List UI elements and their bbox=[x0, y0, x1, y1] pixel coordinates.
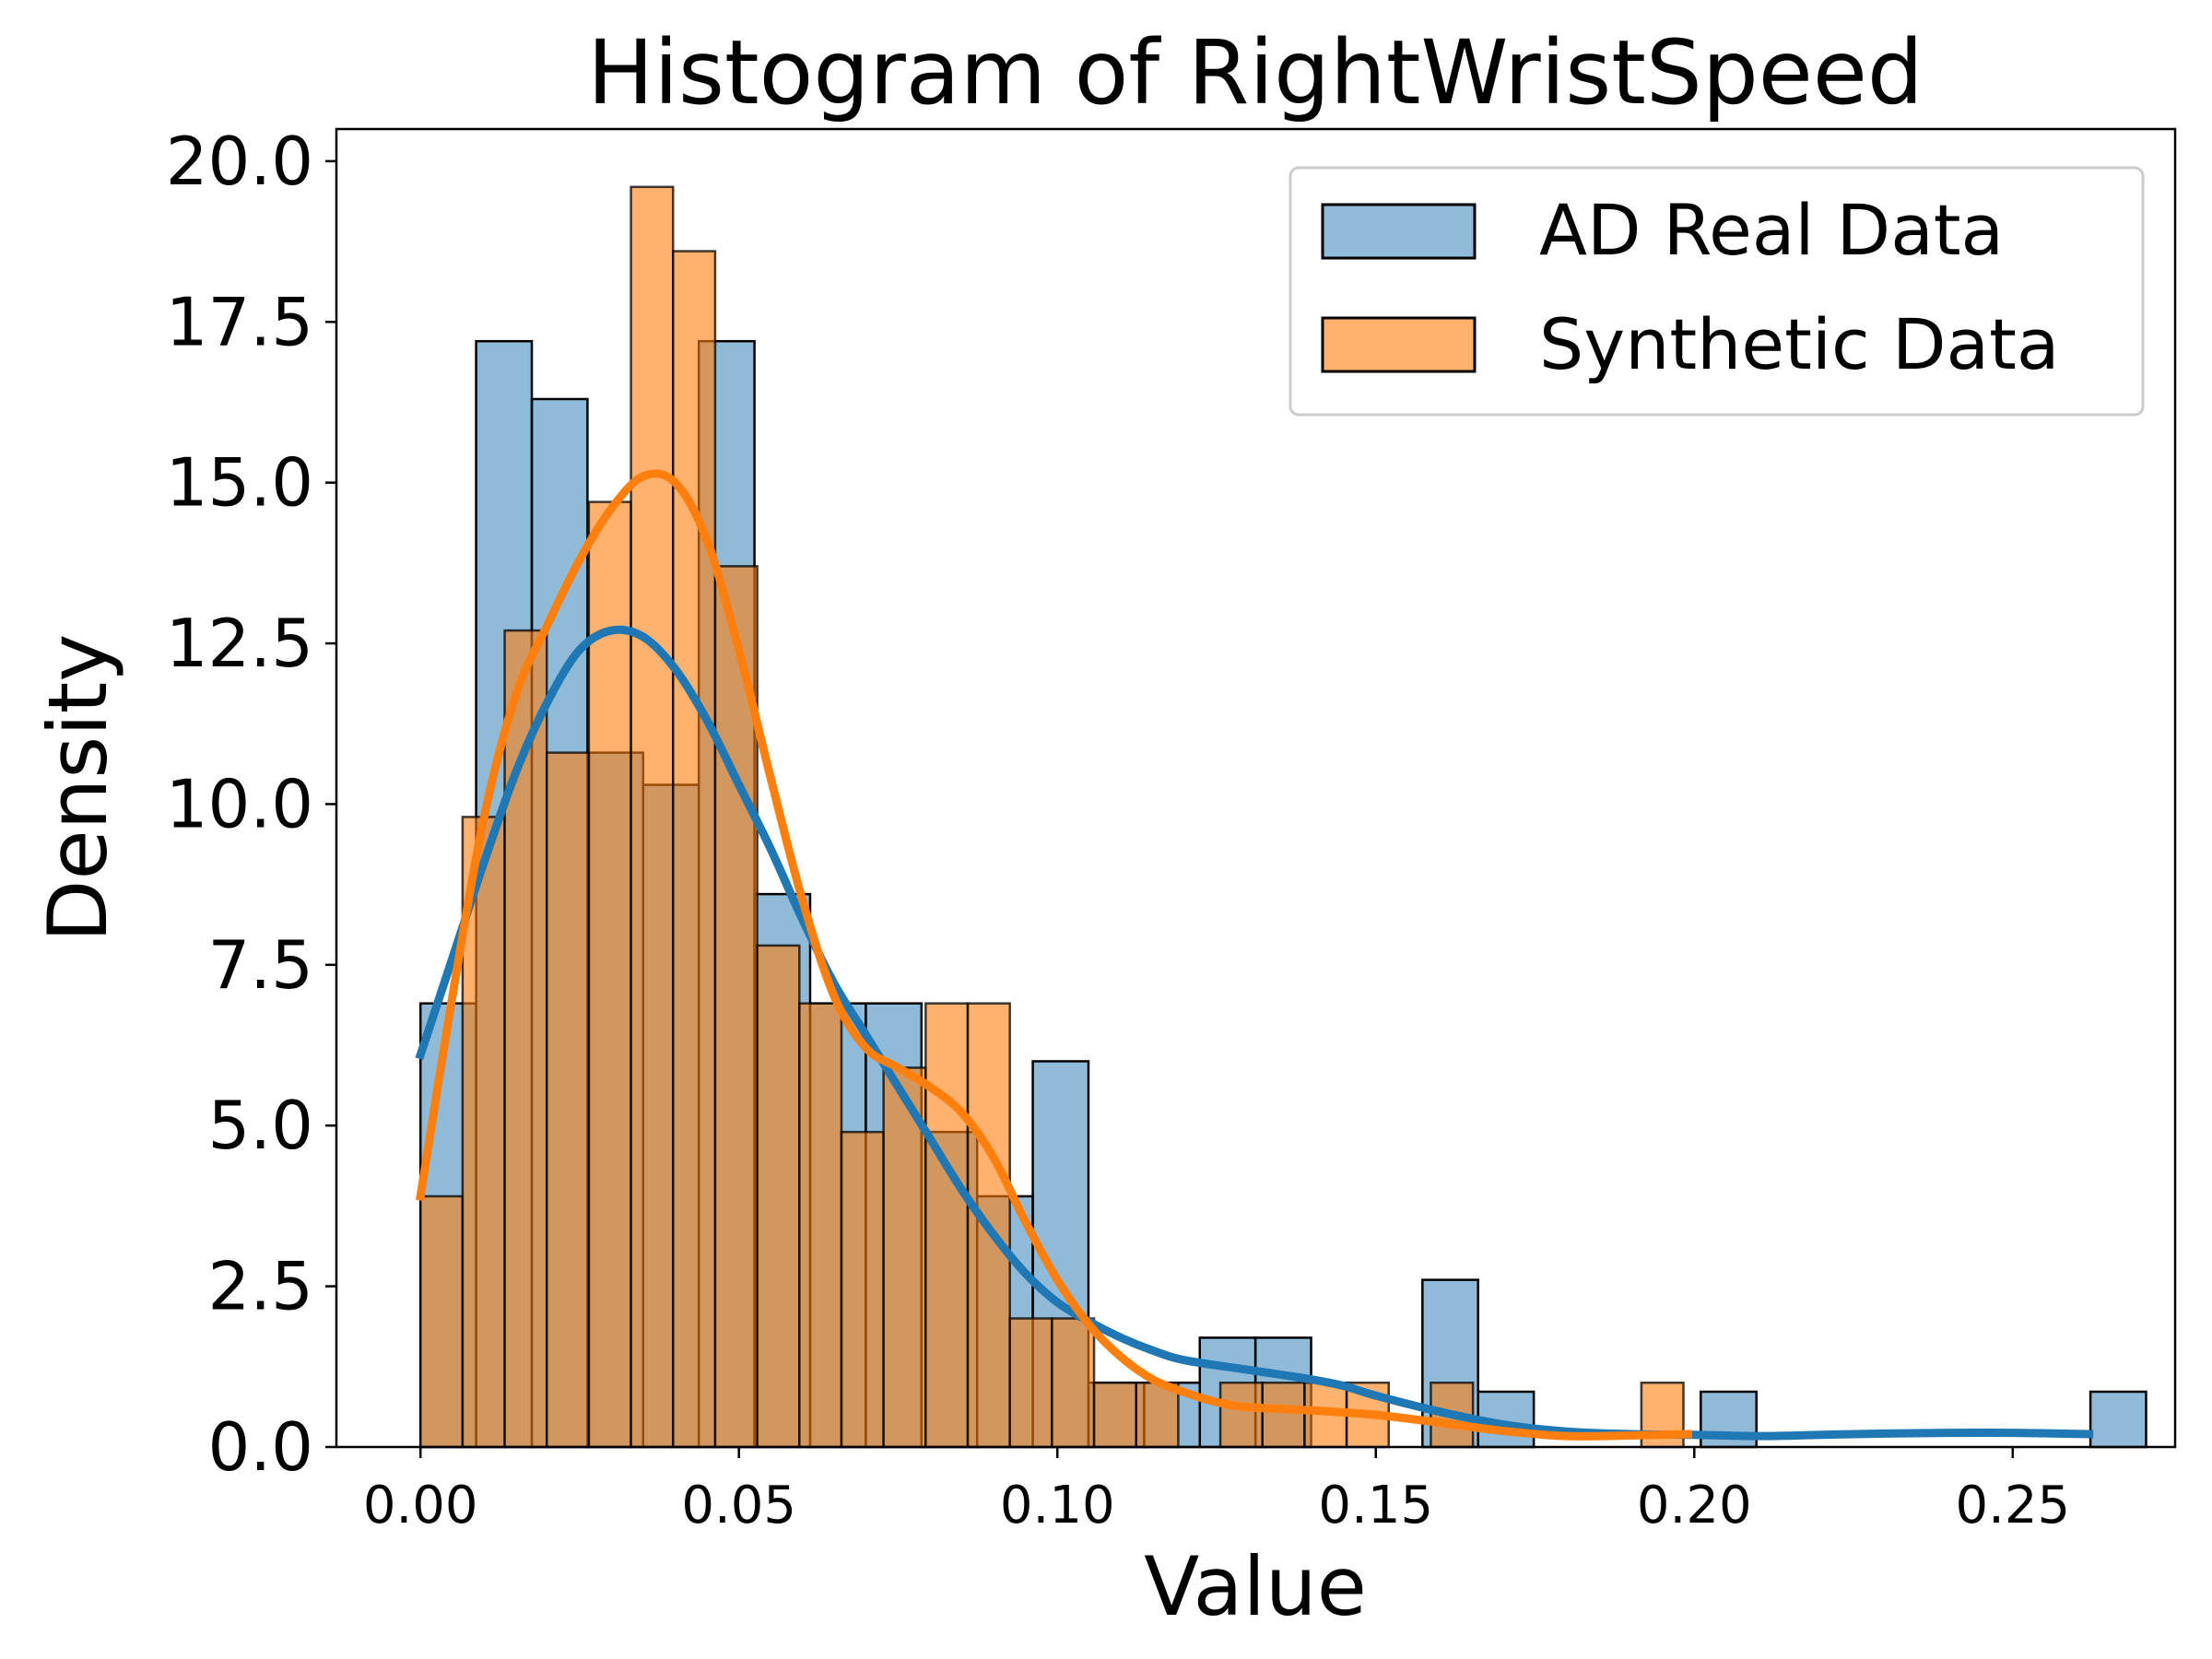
bar-synthetic bbox=[418, 1194, 465, 1449]
bar-synthetic bbox=[629, 185, 675, 1449]
bar-synthetic bbox=[966, 1002, 1011, 1449]
y-axis: 0.0 2.5 5.0 7.5 10.0 12.5 15.0 17.5 20.0 bbox=[166, 123, 336, 1486]
bar-synthetic bbox=[587, 500, 632, 1449]
y-tick-label: 12.5 bbox=[166, 605, 313, 682]
y-tick-label: 17.5 bbox=[166, 283, 313, 360]
bar-synthetic bbox=[1135, 1381, 1180, 1449]
bar-synthetic bbox=[1092, 1381, 1137, 1449]
y-tick-label: 20.0 bbox=[166, 123, 313, 200]
legend-swatch-synthetic bbox=[1321, 316, 1477, 373]
bar-synthetic bbox=[840, 1130, 885, 1449]
kde-line-synthetic bbox=[416, 469, 1692, 1441]
bar-synthetic bbox=[1008, 1317, 1053, 1449]
x-tick-label: 0.25 bbox=[1955, 1476, 2070, 1535]
bar-real bbox=[2088, 1390, 2147, 1449]
legend: AD Real Data Synthetic Data bbox=[1288, 166, 2145, 417]
legend-label-synthetic: Synthetic Data bbox=[1539, 303, 2059, 385]
y-tick-label: 7.5 bbox=[207, 926, 313, 1004]
x-tick-label: 0.10 bbox=[1000, 1476, 1115, 1535]
y-axis-label: Density bbox=[30, 634, 125, 943]
bar-synthetic bbox=[924, 1002, 970, 1449]
bar-synthetic bbox=[1051, 1317, 1096, 1449]
y-tick-label: 5.0 bbox=[207, 1087, 313, 1164]
y-tick-label: 0.0 bbox=[207, 1408, 313, 1486]
bar-synthetic bbox=[1261, 1381, 1306, 1449]
chart-title: Histogram of RightWristSpeed bbox=[587, 21, 1924, 124]
x-tick-label: 0.15 bbox=[1318, 1476, 1433, 1535]
plot-frame bbox=[335, 127, 2177, 1449]
bar-synthetic bbox=[545, 751, 591, 1449]
bar-synthetic bbox=[798, 1002, 843, 1449]
y-tick-label: 2.5 bbox=[207, 1248, 313, 1325]
y-tick-label: 10.0 bbox=[166, 765, 313, 842]
x-tick-label: 0.20 bbox=[1637, 1476, 1752, 1535]
legend-swatch-real bbox=[1321, 203, 1477, 260]
x-axis: 0.00 0.05 0.10 0.15 0.20 0.25 bbox=[363, 1447, 2070, 1535]
legend-box bbox=[1288, 166, 2145, 417]
bar-synthetic bbox=[756, 944, 801, 1449]
x-tick-label: 0.05 bbox=[681, 1476, 796, 1535]
legend-label-real: AD Real Data bbox=[1539, 189, 2004, 271]
bar-synthetic bbox=[1218, 1381, 1265, 1449]
x-tick-label: 0.00 bbox=[363, 1476, 478, 1535]
x-axis-label: Value bbox=[1144, 1539, 1367, 1634]
y-tick-label: 15.0 bbox=[166, 444, 313, 522]
kde-curves bbox=[415, 469, 2094, 1441]
bar-synthetic bbox=[672, 250, 717, 1449]
bar-synthetic bbox=[503, 629, 548, 1449]
